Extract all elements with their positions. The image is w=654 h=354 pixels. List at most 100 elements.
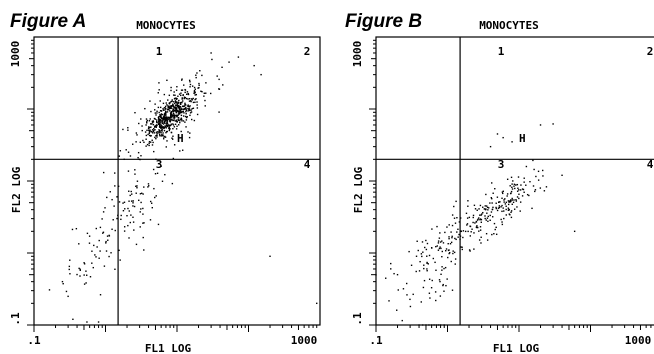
figure-a-data-point — [170, 89, 172, 92]
figure-b-data-point — [475, 221, 478, 223]
figure-a-data-point — [170, 111, 173, 114]
figure-b-data-point — [478, 230, 480, 232]
figure-a-data-point — [164, 120, 167, 122]
figure-a-data-point — [75, 227, 78, 230]
figure-a-data-point — [114, 229, 116, 232]
figure-a-data-point — [165, 123, 168, 125]
figure-a-data-point — [187, 93, 190, 96]
figure-a-data-point — [159, 122, 162, 124]
figure-a-data-point — [161, 180, 164, 182]
figure-b-data-point — [501, 191, 504, 193]
figure-a-data-point — [174, 107, 176, 109]
figure-b-data-point — [511, 199, 514, 201]
figure-b-data-point — [515, 184, 517, 186]
figure-a-data-point — [165, 146, 167, 148]
figure-a-data-point — [173, 117, 175, 119]
figure-b-data-point — [468, 216, 471, 219]
figure-a-data-point — [194, 88, 196, 90]
figure-a-data-point — [148, 144, 150, 147]
figure-b-data-point — [469, 225, 471, 227]
figure-b-data-point — [453, 217, 456, 219]
figure-a-data-point — [143, 141, 145, 144]
figure-b-data-point — [478, 217, 480, 219]
figure-a-data-point — [199, 70, 201, 72]
figure-a-data-point — [210, 52, 212, 54]
figure-b-data-point — [415, 270, 417, 273]
figure-a-data-point — [161, 133, 163, 136]
figure-a-data-point — [193, 119, 196, 122]
figure-a-data-point — [194, 94, 196, 96]
figure-a-data-point — [185, 109, 188, 112]
figure-a-data-point — [79, 275, 81, 277]
figure-b-data-point — [445, 248, 448, 250]
figure-a-data-point — [83, 283, 86, 285]
figure-b-data-point — [440, 247, 442, 250]
figure-a-data-point — [175, 111, 177, 114]
figure-a-data-point — [196, 113, 199, 116]
figure-a-data-point — [189, 100, 192, 102]
figure-b-data-point — [515, 199, 517, 201]
figure-a-data-point — [105, 250, 108, 252]
figure-a-data-point — [157, 106, 160, 109]
figure-b-data-point — [508, 208, 510, 211]
figure-b-data-point — [503, 217, 505, 220]
figure-b-data-point — [516, 206, 518, 208]
figure-b-data-point — [471, 228, 473, 230]
figure-a-data-point — [167, 124, 170, 126]
figure-a-data-point — [152, 130, 155, 133]
figure-b-data-point — [393, 272, 395, 275]
figure-a-data-point — [164, 122, 166, 124]
figure-b-data-point — [473, 232, 475, 234]
figure-b-x-axis-label: FL1 LOG — [493, 342, 540, 354]
figure-a-data-point — [204, 105, 206, 107]
figure-b-data-point — [533, 168, 535, 171]
figure-a-data-point — [117, 185, 120, 188]
figure-b-data-point — [489, 214, 491, 217]
figure-b-data-point — [495, 207, 498, 210]
figure-b-data-point — [385, 277, 387, 279]
figure-a-data-point — [111, 228, 113, 230]
figure-a-data-point — [172, 112, 175, 115]
figure-a-frame — [33, 36, 321, 326]
figure-a-data-point — [164, 105, 167, 108]
figure-a-data-point — [111, 198, 113, 201]
figure-a-data-point — [150, 110, 152, 113]
figure-a-data-point — [189, 132, 191, 134]
figure-a-data-point — [253, 64, 255, 67]
figure-a-data-point — [161, 113, 164, 116]
figure-a-data-point — [168, 106, 170, 108]
figure-a-data-point — [175, 119, 178, 121]
figure-b-data-point — [508, 201, 510, 203]
figure-a-data-point — [118, 201, 121, 203]
figure-b-data-point — [397, 289, 399, 291]
figure-b-data-point — [402, 288, 405, 290]
figure-b-data-point — [496, 133, 499, 135]
figure-b-data-point — [454, 263, 456, 265]
figure-b-data-point — [486, 206, 489, 209]
figure-a-data-point — [88, 242, 91, 244]
figure-a-data-point — [134, 111, 136, 114]
figure-a-data-point — [171, 110, 174, 112]
figure-a-data-point — [171, 99, 173, 101]
figure-b-data-point — [542, 175, 544, 177]
figure-a-data-point — [160, 124, 162, 126]
figure-a-data-point — [172, 115, 175, 117]
figure-b-data-point — [514, 187, 516, 190]
figure-a-data-point — [156, 124, 158, 127]
figure-a-data-point — [168, 124, 171, 127]
figure-a-data-point — [147, 133, 149, 136]
figure-a-data-point — [189, 86, 191, 88]
figure-b-data-point — [474, 208, 477, 210]
figure-b-quadrant-3-label: 3 — [498, 158, 505, 171]
figure-a-data-point — [146, 121, 148, 123]
figure-a-data-point — [148, 131, 151, 133]
figure-a-data-point — [185, 108, 187, 111]
figure-a-data-point — [175, 101, 178, 103]
figure-b-data-point — [487, 220, 489, 223]
figure-a-data-point — [205, 82, 207, 84]
figure-b-data-point — [484, 217, 486, 220]
figure-a-data-point — [152, 120, 154, 122]
figure-b-data-point — [442, 284, 444, 287]
figure-a-data-point — [160, 113, 163, 115]
figure-a-data-point — [162, 138, 165, 140]
